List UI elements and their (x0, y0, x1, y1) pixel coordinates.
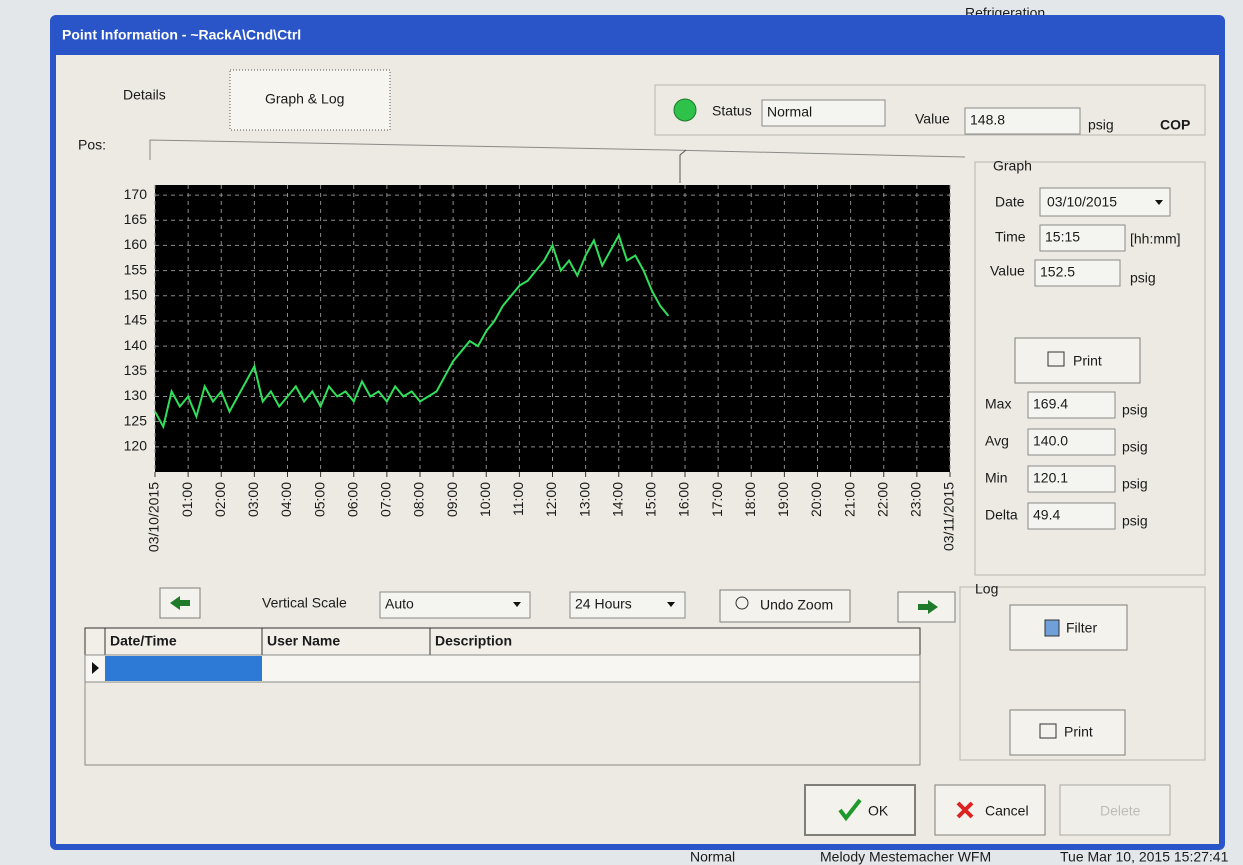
unit: [hh:mm] (1130, 231, 1181, 247)
x-tick-label: 21:00 (841, 482, 857, 517)
selected-cell[interactable] (105, 656, 262, 681)
label: Pos: (78, 137, 106, 153)
field-value: 24 Hours (575, 596, 632, 612)
status-bar-text: Melody Mestemacher WFM (820, 849, 991, 865)
label: Min (985, 470, 1008, 486)
button-label: Print (1064, 724, 1093, 740)
x-tick-label: 03/11/2015 (941, 482, 957, 551)
button-label: Delete (1100, 803, 1141, 819)
label: Delta (985, 507, 1018, 523)
status-bar-text: Normal (690, 849, 735, 865)
label: Status (712, 103, 752, 119)
label: Time (995, 229, 1026, 245)
y-tick-label: 150 (124, 286, 148, 302)
label: Value (990, 263, 1025, 279)
column-header[interactable]: Description (435, 633, 512, 649)
tab[interactable]: Details (123, 87, 166, 103)
x-tick-label: 16:00 (676, 482, 692, 517)
unit: psig (1122, 513, 1148, 529)
x-tick-label: 02:00 (212, 482, 228, 517)
button-label: Undo Zoom (760, 597, 833, 613)
button-label: Print (1073, 353, 1102, 369)
x-tick-label: 20:00 (808, 482, 824, 517)
field-value: 140.0 (1033, 433, 1068, 449)
column-header[interactable]: User Name (267, 633, 340, 649)
x-tick-label: 07:00 (378, 482, 394, 517)
y-tick-label: 170 (124, 186, 148, 202)
field-value: 49.4 (1033, 507, 1060, 523)
unit: psig (1088, 117, 1114, 133)
x-tick-label: 04:00 (278, 482, 294, 517)
y-tick-label: 135 (124, 362, 148, 378)
unit: psig (1122, 439, 1148, 455)
x-tick-label: 10:00 (477, 482, 493, 517)
tab[interactable]: Graph & Log (265, 91, 344, 107)
label: Date (995, 194, 1025, 210)
label: Vertical Scale (262, 595, 347, 611)
field-value: 03/10/2015 (1047, 194, 1117, 210)
group-title: Log (975, 581, 998, 597)
status-indicator (674, 99, 696, 121)
label: Avg (985, 433, 1009, 449)
x-tick-label: 01:00 (179, 482, 195, 517)
x-tick-label: 15:00 (643, 482, 659, 517)
y-tick-label: 125 (124, 412, 148, 428)
unit: psig (1122, 402, 1148, 418)
button-label: OK (868, 803, 889, 819)
filter-icon (1045, 620, 1059, 636)
unit: psig (1122, 476, 1148, 492)
field-value: Normal (767, 104, 812, 120)
field-value: 15:15 (1045, 229, 1080, 245)
page: Refrigeration Normal Melody Mestemacher … (0, 0, 1243, 865)
field-value: 169.4 (1033, 396, 1068, 412)
x-tick-label: 23:00 (908, 482, 924, 517)
status-bar-text: Tue Mar 10, 2015 15:27:41 (1060, 849, 1229, 865)
x-tick-label: 08:00 (411, 482, 427, 517)
y-tick-label: 155 (124, 261, 148, 277)
unit: psig (1130, 270, 1156, 286)
y-tick-label: 160 (124, 236, 148, 252)
x-tick-label: 09:00 (444, 482, 460, 517)
x-tick-label: 03:00 (245, 482, 261, 517)
x-tick-label: 05:00 (311, 482, 327, 517)
column-header[interactable]: Date/Time (110, 633, 177, 649)
x-tick-label: 06:00 (344, 482, 360, 517)
x-tick-label: 22:00 (874, 482, 890, 517)
y-tick-label: 140 (124, 337, 148, 353)
y-tick-label: 120 (124, 438, 148, 454)
x-tick-label: 18:00 (742, 482, 758, 517)
window-title: Point Information - ~RackA\Cnd\Ctrl (62, 27, 301, 43)
x-tick-label: 13:00 (576, 482, 592, 517)
field-value: 148.8 (970, 112, 1005, 128)
y-tick-label: 130 (124, 387, 148, 403)
mode: COP (1160, 117, 1190, 133)
x-tick-label: 14:00 (609, 482, 625, 517)
x-tick-label: 12:00 (543, 482, 559, 517)
x-tick-label: 11:00 (510, 482, 526, 516)
ok-button[interactable] (805, 785, 915, 835)
field-value: 152.5 (1040, 264, 1075, 280)
button-label: Filter (1066, 620, 1097, 636)
x-tick-label: 17:00 (709, 482, 725, 517)
screen: Refrigeration Normal Melody Mestemacher … (0, 0, 1243, 865)
field-value: 120.1 (1033, 470, 1068, 486)
label: Value (915, 111, 950, 127)
y-tick-label: 165 (124, 211, 148, 227)
x-tick-label: 03/10/2015 (146, 482, 162, 552)
x-tick-label: 19:00 (775, 482, 791, 517)
y-tick-label: 145 (124, 312, 148, 328)
group-title: Graph (993, 158, 1032, 174)
label: Max (985, 396, 1011, 412)
field-value: Auto (385, 596, 414, 612)
button-label: Cancel (985, 803, 1029, 819)
